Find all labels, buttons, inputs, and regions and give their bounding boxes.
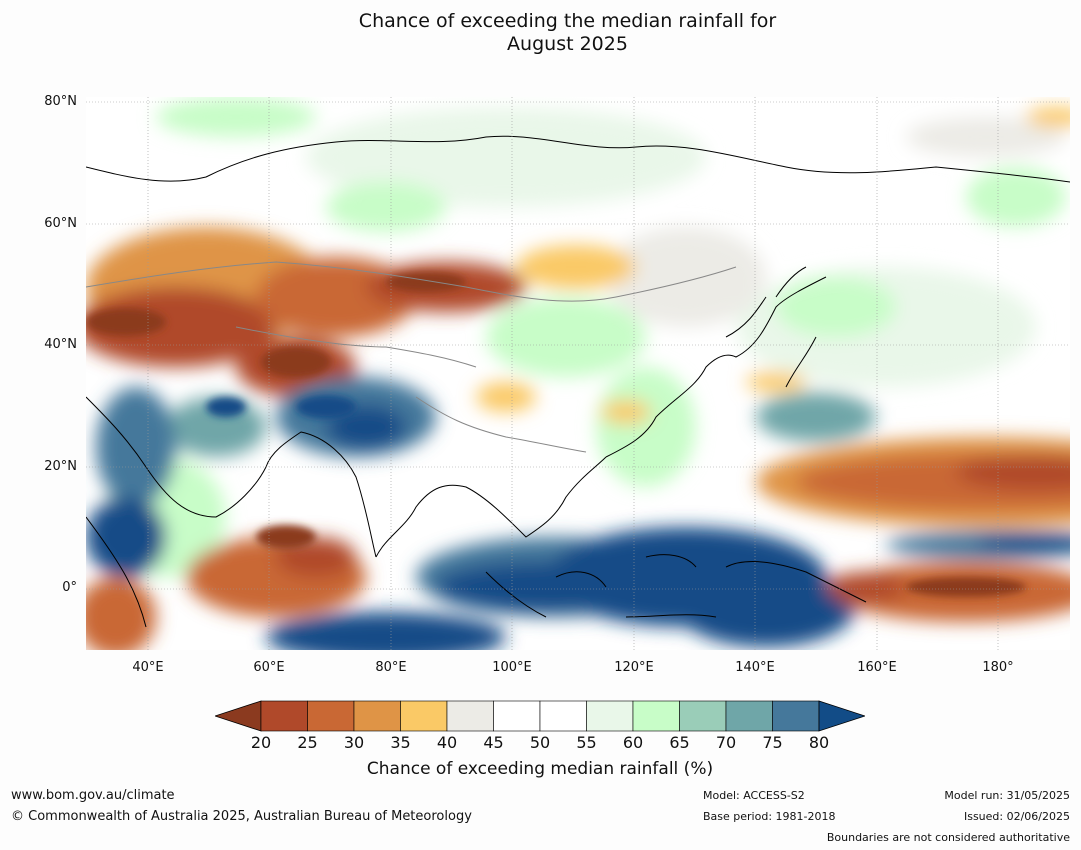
footer-base-period: Base period: 1981-2018 <box>703 810 836 823</box>
colorbar-extend-low <box>215 700 262 732</box>
lat-label-80n: 80°N <box>44 94 77 109</box>
colorbar-cell <box>725 700 773 732</box>
lon-label-160e: 160°E <box>857 660 897 675</box>
footer-issued: Issued: 02/06/2025 <box>963 810 1070 823</box>
lat-label-20n: 20°N <box>44 459 77 474</box>
colorbar-cell <box>353 700 401 732</box>
footer-model-run: Model run: 31/05/2025 <box>944 789 1070 802</box>
colorbar-tick-label: 35 <box>390 733 411 752</box>
lat-label-60n: 60°N <box>44 216 77 231</box>
lon-label-180: 180° <box>982 660 1014 675</box>
colorbar-tick-label: 80 <box>808 733 830 752</box>
colorbar-cell <box>539 700 587 732</box>
lat-label-40n: 40°N <box>44 337 77 352</box>
colorbar-tick-label: 45 <box>483 733 504 752</box>
lat-label-0: 0° <box>62 580 77 595</box>
lon-label-140e: 140°E <box>735 660 775 675</box>
colorbar-extend-high <box>818 700 865 732</box>
colorbar-cell <box>307 700 355 732</box>
colorbar-tick-label: 75 <box>762 733 783 752</box>
coastlines <box>86 135 1070 628</box>
lon-label-80e: 80°E <box>375 660 407 675</box>
colorbar-tick-label: 30 <box>343 733 365 752</box>
colorbar-cell <box>679 700 727 732</box>
footer-boundaries: Boundaries are not considered authoritat… <box>826 831 1070 844</box>
probability-field <box>86 97 1070 650</box>
rainfall-probability-map <box>86 97 1070 650</box>
lon-label-40e: 40°E <box>132 660 164 675</box>
colorbar-cell <box>632 700 680 732</box>
colorbar-tick-label: 70 <box>715 733 737 752</box>
colorbar-cell <box>493 700 541 732</box>
colorbar-tick-label: 20 <box>250 733 272 752</box>
colorbar-tick-label: 55 <box>576 733 597 752</box>
colorbar-tick-label: 65 <box>669 733 690 752</box>
colorbar <box>215 700 865 732</box>
colorbar-cell <box>446 700 494 732</box>
lon-label-120e: 120°E <box>614 660 654 675</box>
colorbar-cell <box>586 700 634 732</box>
country-borders <box>86 261 737 453</box>
lon-label-60e: 60°E <box>253 660 285 675</box>
colorbar-tick-label: 25 <box>297 733 318 752</box>
colorbar-cell <box>400 700 448 732</box>
graticule <box>86 97 1070 650</box>
colorbar-label: Chance of exceeding median rainfall (%) <box>366 759 714 779</box>
map-canvas <box>86 97 1070 650</box>
colorbar-tick-label: 60 <box>622 733 644 752</box>
footer-copyright: © Commonwealth of Australia 2025, Austra… <box>11 809 472 824</box>
colorbar-tick-label: 40 <box>436 733 458 752</box>
colorbar-cell <box>260 700 308 732</box>
footer-model: Model: ACCESS-S2 <box>703 789 805 802</box>
colorbar-cell <box>772 700 820 732</box>
lon-label-100e: 100°E <box>492 660 532 675</box>
footer-website: www.bom.gov.au/climate <box>11 788 175 803</box>
colorbar-tick-label: 50 <box>529 733 551 752</box>
map-title: Chance of exceeding the median rainfall … <box>358 10 777 55</box>
